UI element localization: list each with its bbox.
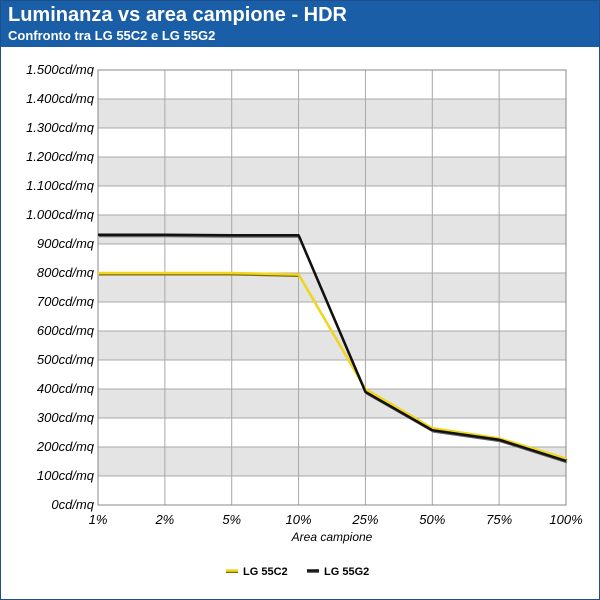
x-tick-label: 75% <box>486 512 512 527</box>
chart-header: Luminanza vs area campione - HDR Confron… <box>1 1 599 47</box>
y-tick-label: 100cd/mq <box>37 468 95 483</box>
x-axis-title: Area campione <box>291 530 373 544</box>
plot-band <box>98 360 566 389</box>
plot-band <box>98 99 566 128</box>
series-line-lg-55c2 <box>98 271 567 460</box>
x-tick-label: 2% <box>154 512 174 527</box>
y-axis-tick-labels: 0cd/mq 100cd/mq 200cd/mq 300cd/mq 400cd/mq 50… <box>26 62 95 512</box>
plot-band <box>98 389 566 418</box>
y-tick-label: 500cd/mq <box>37 352 95 367</box>
x-tick-label: 100% <box>549 512 582 527</box>
plot-band <box>98 418 566 447</box>
plot-band <box>98 273 566 302</box>
plot-band <box>98 186 566 215</box>
y-tick-label: 900cd/mq <box>37 236 95 251</box>
chart-subtitle: Confronto tra LG 55C2 e LG 55G2 <box>8 28 216 43</box>
plot-band <box>98 157 566 186</box>
y-tick-label: 700cd/mq <box>37 294 95 309</box>
x-tick-label: 25% <box>351 512 378 527</box>
series-line-lg-55g2 <box>98 233 567 463</box>
legend-label: LG 55G2 <box>324 566 369 578</box>
plot-band <box>98 331 566 360</box>
y-tick-label: 1.000cd/mq <box>26 207 95 222</box>
y-tick-label: 300cd/mq <box>37 410 95 425</box>
plot-band <box>98 244 566 273</box>
chart-title: Luminanza vs area campione - HDR <box>8 4 347 26</box>
y-tick-label: 400cd/mq <box>37 381 95 396</box>
x-tick-label: 50% <box>419 512 445 527</box>
plot-band <box>98 128 566 157</box>
x-tick-label: 5% <box>222 512 241 527</box>
legend-label: LG 55C2 <box>243 566 288 578</box>
plot-background-bands <box>98 70 566 505</box>
y-tick-label: 1.300cd/mq <box>26 120 95 135</box>
y-tick-label: 800cd/mq <box>37 265 95 280</box>
y-tick-label: 1.200cd/mq <box>26 149 95 164</box>
y-tick-label: 600cd/mq <box>37 323 95 338</box>
plot-border <box>97 69 567 506</box>
x-tick-label: 10% <box>286 512 312 527</box>
series-lines <box>98 233 568 464</box>
y-tick-label: 1.400cd/mq <box>26 91 95 106</box>
plot-band <box>98 476 566 505</box>
y-tick-label: 200cd/mq <box>36 439 95 454</box>
plot-band <box>98 447 566 476</box>
plot-band <box>98 215 566 244</box>
y-tick-label: 1.500cd/mq <box>26 62 95 77</box>
x-axis-tick-labels: 1% 2% 5% 10% 25% 50% 75% 100% <box>89 512 583 527</box>
y-tick-label: 1.100cd/mq <box>26 178 95 193</box>
y-tick-label: 0cd/mq <box>51 497 94 512</box>
legend: LG 55C2 LG 55G2 <box>226 566 369 578</box>
plot-band <box>98 70 566 99</box>
x-tick-label: 1% <box>89 512 108 527</box>
